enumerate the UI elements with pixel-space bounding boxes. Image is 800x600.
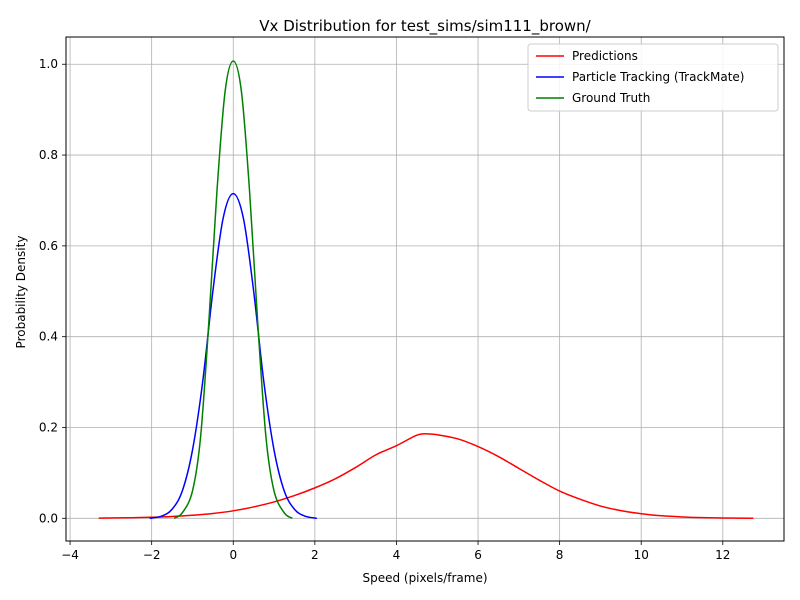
chart-title: Vx Distribution for test_sims/sim111_bro… <box>259 17 591 36</box>
legend: Predictions Particle Tracking (TrackMate)… <box>527 43 779 112</box>
x-tick-label: 8 <box>556 548 564 562</box>
x-tick-label: 10 <box>634 548 649 562</box>
plot-frame <box>65 36 785 542</box>
y-tick-label: 0.0 <box>39 511 58 525</box>
legend-box <box>527 43 779 112</box>
x-axis-label: Speed (pixels/frame) <box>362 571 487 585</box>
series-line-particle-tracking-trackmate <box>149 192 318 520</box>
legend-label: Ground Truth <box>572 91 650 105</box>
x-tick-label: 6 <box>474 548 482 562</box>
y-tick-label: 0.2 <box>39 420 58 434</box>
y-tick-label: 0.8 <box>39 148 58 162</box>
x-tick-label: −2 <box>143 548 161 562</box>
x-tick-label: 12 <box>715 548 730 562</box>
y-tick-label: 1.0 <box>39 57 58 71</box>
y-axis-label: Probability Density <box>14 236 28 349</box>
plot-lines <box>98 60 754 520</box>
legend-label: Predictions <box>572 49 638 63</box>
series-line-predictions <box>98 433 754 519</box>
y-tick-label: 0.4 <box>39 330 58 344</box>
x-tick-label: 2 <box>311 548 319 562</box>
grid <box>66 37 784 541</box>
x-tick-label: 0 <box>229 548 237 562</box>
x-tick-label: −4 <box>61 548 79 562</box>
series-line-ground-truth <box>173 60 293 519</box>
y-tick-label: 0.6 <box>39 239 58 253</box>
ticks: −4 −2 0 2 4 6 8 10 12 0.0 0.2 0.4 0.6 0.8 1.0 <box>39 57 731 562</box>
x-tick-label: 4 <box>393 548 401 562</box>
legend-label: Particle Tracking (TrackMate) <box>572 70 744 84</box>
